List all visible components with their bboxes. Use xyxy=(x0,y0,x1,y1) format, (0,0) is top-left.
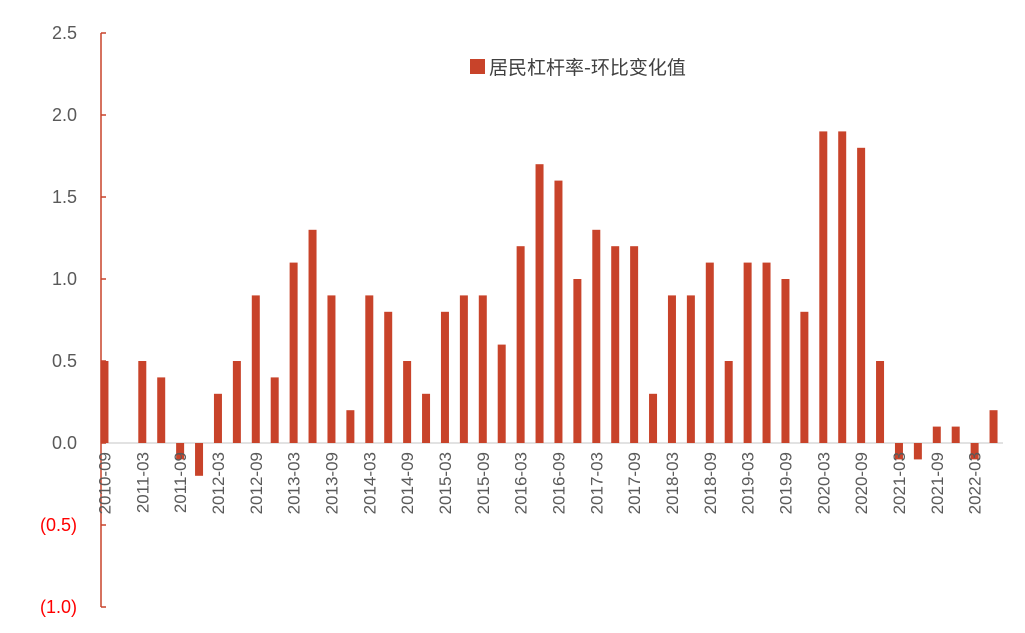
bar-2016-06 xyxy=(535,164,544,443)
bar-2013-06 xyxy=(308,229,317,443)
bar-2022-03 xyxy=(970,443,979,460)
bar-2018-12 xyxy=(724,361,733,443)
bar-2018-03 xyxy=(667,295,676,443)
x-tick-label: 2012-03 xyxy=(209,452,228,514)
bar-2022-06 xyxy=(989,410,998,443)
x-tick-label: 2021-03 xyxy=(890,452,909,514)
bar-2019-12 xyxy=(800,311,809,443)
bar-2021-09 xyxy=(932,426,941,443)
legend-label: 居民杠杆率-环比变化值 xyxy=(489,57,686,79)
x-tick-label: 2014-09 xyxy=(398,452,417,514)
bar-2014-12 xyxy=(422,393,431,443)
bar-2013-09 xyxy=(327,295,336,443)
bar-2012-03 xyxy=(213,393,222,443)
bar-2014-06 xyxy=(384,311,393,443)
bar-2010-09 xyxy=(100,361,109,443)
y-tick-label: 2.0 xyxy=(52,105,77,125)
x-tick-label: 2013-09 xyxy=(322,452,341,514)
x-tick-label: 2019-09 xyxy=(776,452,795,514)
bar-2020-06 xyxy=(838,131,847,443)
bar-2019-09 xyxy=(781,279,790,443)
y-tick-label: 2.5 xyxy=(52,23,77,43)
bar-2014-09 xyxy=(403,361,412,443)
x-tick-label: 2011-03 xyxy=(133,452,152,513)
x-tick-label: 2022-03 xyxy=(966,452,985,514)
bar-2016-09 xyxy=(554,180,563,443)
legend: 居民杠杆率-环比变化值 xyxy=(470,57,686,79)
bar-2011-03 xyxy=(138,361,147,443)
x-tick-label: 2016-09 xyxy=(549,452,568,514)
x-tick-label: 2018-09 xyxy=(701,452,720,514)
bar-2020-03 xyxy=(819,131,828,443)
x-tick-label: 2018-03 xyxy=(663,452,682,514)
bar-2011-12 xyxy=(195,443,204,476)
bar-2017-06 xyxy=(611,246,620,443)
y-tick-label: (0.5) xyxy=(40,515,77,535)
x-tick-label: 2017-03 xyxy=(587,452,606,514)
bar-2012-09 xyxy=(251,295,260,443)
bar-2018-09 xyxy=(705,262,714,443)
y-tick-label: 0.5 xyxy=(52,351,77,371)
x-tick-label: 2019-03 xyxy=(739,452,758,514)
bar-2012-12 xyxy=(270,377,279,443)
legend-swatch xyxy=(470,59,485,74)
bar-2018-06 xyxy=(686,295,695,443)
bar-2017-12 xyxy=(649,393,658,443)
y-tick-label: 0.0 xyxy=(52,433,77,453)
bar-2012-06 xyxy=(232,361,241,443)
x-tick-label: 2021-09 xyxy=(928,452,947,514)
x-tick-label: 2020-03 xyxy=(814,452,833,514)
bar-2014-03 xyxy=(365,295,374,443)
bar-2021-03 xyxy=(894,443,903,460)
bar-2016-03 xyxy=(516,246,525,443)
bar-2021-12 xyxy=(951,426,960,443)
y-tick-label: 1.5 xyxy=(52,187,77,207)
x-tick-label: 2014-03 xyxy=(360,452,379,514)
x-tick-label: 2011-09 xyxy=(171,452,190,513)
bar-2013-03 xyxy=(289,262,298,443)
bar-2015-12 xyxy=(497,344,506,443)
x-tick-label: 2016-03 xyxy=(512,452,531,514)
bar-2015-03 xyxy=(440,311,449,443)
bar-2013-12 xyxy=(346,410,355,443)
bar-2019-06 xyxy=(762,262,771,443)
x-tick-label: 2015-03 xyxy=(436,452,455,514)
x-tick-label: 2012-09 xyxy=(247,452,266,514)
bar-2015-06 xyxy=(459,295,468,443)
bar-2015-09 xyxy=(478,295,487,443)
bar-2020-12 xyxy=(876,361,885,443)
bar-2011-09 xyxy=(176,443,185,460)
bar-2011-06 xyxy=(157,377,166,443)
x-tick-label: 2013-03 xyxy=(285,452,304,514)
y-tick-label: (1.0) xyxy=(40,597,77,617)
bar-2017-09 xyxy=(630,246,639,443)
y-tick-label: 1.0 xyxy=(52,269,77,289)
x-tick-label: 2015-09 xyxy=(474,452,493,514)
bar-2016-12 xyxy=(573,279,582,443)
bar-2020-09 xyxy=(857,147,866,444)
bar-2019-03 xyxy=(743,262,752,443)
x-tick-label: 2020-09 xyxy=(852,452,871,514)
x-tick-label: 2017-09 xyxy=(625,452,644,514)
x-tick-label: 2010-09 xyxy=(95,452,114,514)
bar-2021-06 xyxy=(913,443,922,460)
bar-2017-03 xyxy=(592,229,601,443)
